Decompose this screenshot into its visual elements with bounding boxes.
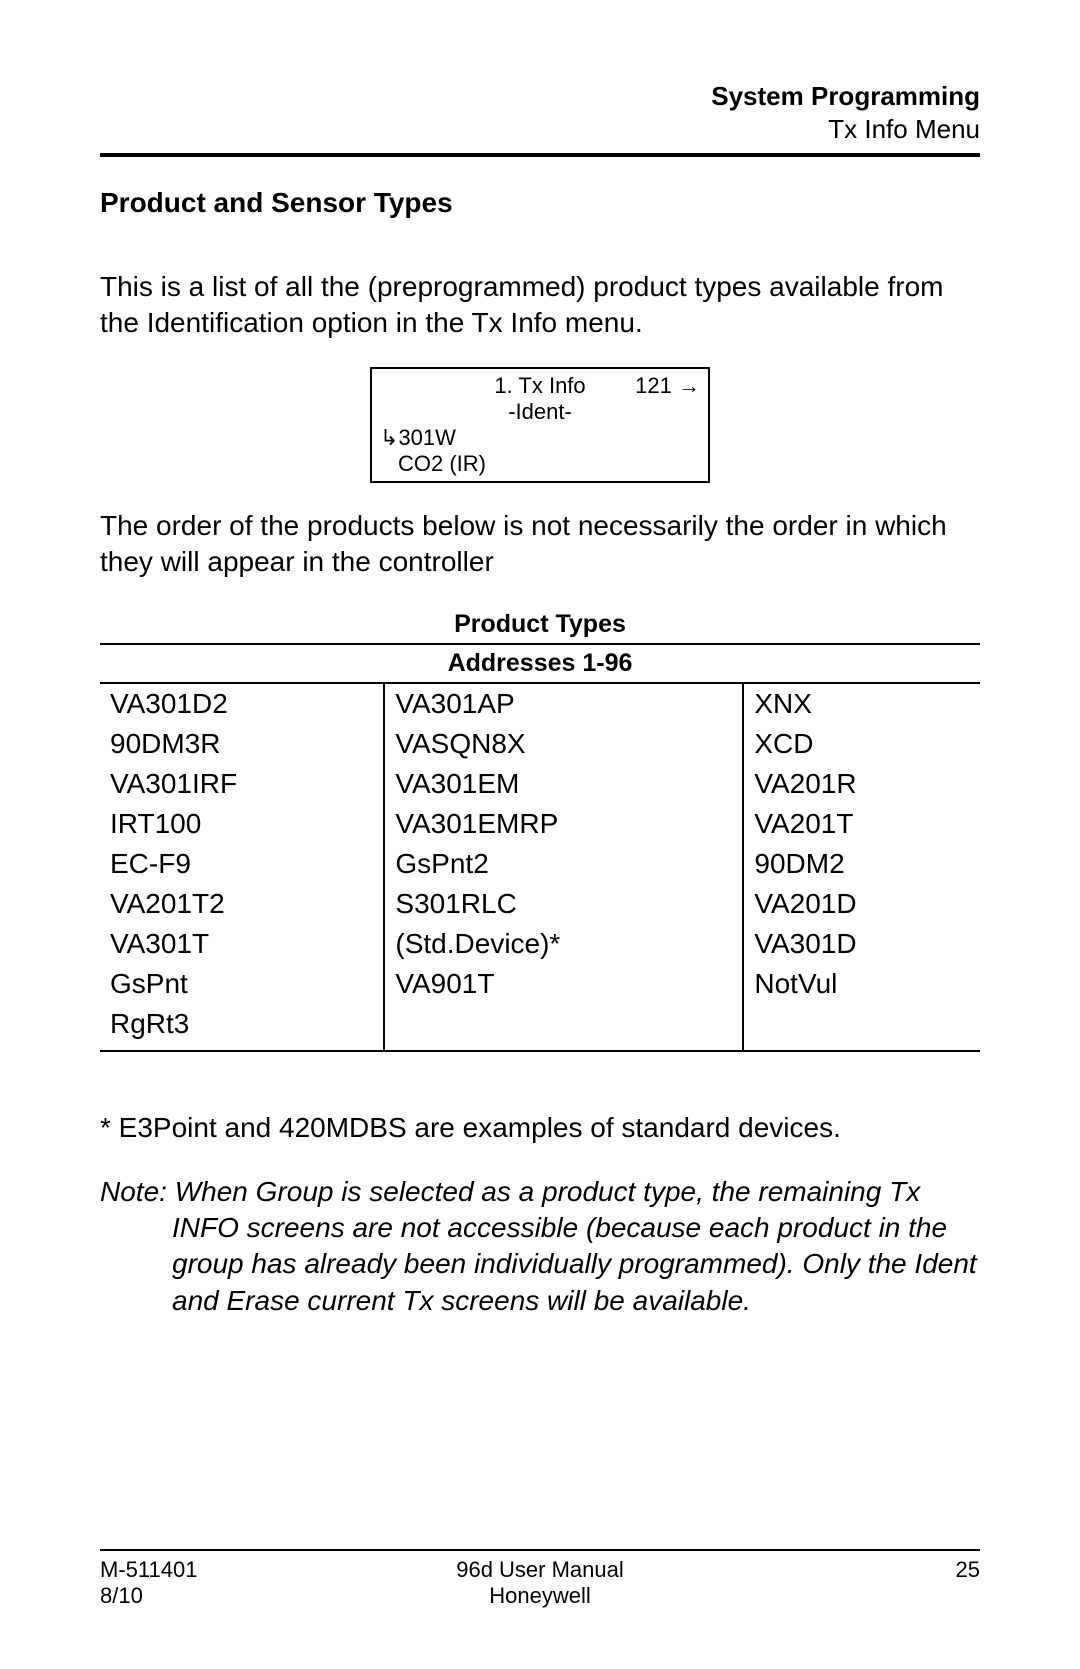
table-cell: GsPnt2 (384, 844, 743, 884)
table-cell: GsPnt (100, 964, 384, 1004)
table-subtitle: Addresses 1-96 (100, 644, 980, 683)
table-cell: XCD (743, 724, 980, 764)
table-cell: VA201D (743, 884, 980, 924)
footer-row-2: 8/10 Honeywell (100, 1583, 980, 1609)
table-cell (743, 1004, 980, 1051)
lcd-line1-right: 121 → (635, 373, 700, 399)
table-cell: VA301D (743, 924, 980, 964)
document-page: System Programming Tx Info Menu Product … (0, 0, 1080, 1669)
table-row: 90DM3R VASQN8X XCD (100, 724, 980, 764)
footer-left-2: 8/10 (100, 1583, 390, 1609)
lcd-line3-text: 301W (398, 425, 455, 450)
table-row: VA301IRF VA301EM VA201R (100, 764, 980, 804)
lcd-display-box: 1. Tx Info 121 → -Ident- ↳301W CO2 (IR) (370, 367, 710, 483)
header-rule (100, 153, 980, 157)
lcd-number: 121 (635, 373, 672, 398)
table-title: Product Types (100, 606, 980, 644)
footer-row-1: M-511401 96d User Manual 25 (100, 1557, 980, 1583)
note-first-line: When Group is selected as a product type… (175, 1176, 921, 1207)
table-cell: (Std.Device)* (384, 924, 743, 964)
enter-arrow-icon: ↳ (380, 425, 398, 450)
table-cell: VA901T (384, 964, 743, 1004)
header-section: System Programming (100, 80, 980, 113)
table-cell: VA301T (100, 924, 384, 964)
section-title: Product and Sensor Types (100, 187, 980, 219)
table-row: IRT100 VA301EMRP VA201T (100, 804, 980, 844)
footer-center-2: Honeywell (395, 1583, 685, 1609)
table-cell: XNX (743, 683, 980, 724)
table-cell: VA301IRF (100, 764, 384, 804)
table-cell: VA301AP (384, 683, 743, 724)
table-cell: VA201T (743, 804, 980, 844)
table-cell (384, 1004, 743, 1051)
table-cell: VA201R (743, 764, 980, 804)
table-cell: 90DM2 (743, 844, 980, 884)
table-cell: EC-F9 (100, 844, 384, 884)
table-row: GsPnt VA901T NotVul (100, 964, 980, 1004)
note-label: Note: (100, 1176, 167, 1207)
lcd-line-2: -Ident- (380, 399, 700, 425)
table-cell: 90DM3R (100, 724, 384, 764)
note-paragraph: Note: When Group is selected as a produc… (100, 1174, 980, 1320)
table-cell: IRT100 (100, 804, 384, 844)
table-cell: VA201T2 (100, 884, 384, 924)
footer-center-1: 96d User Manual (395, 1557, 685, 1583)
table-row: VA201T2 S301RLC VA201D (100, 884, 980, 924)
table-cell: VA301EMRP (384, 804, 743, 844)
header-subsection: Tx Info Menu (100, 113, 980, 146)
lcd-line-1: 1. Tx Info 121 → (380, 373, 700, 399)
table-row: VA301D2 VA301AP XNX (100, 683, 980, 724)
footer-right-2 (690, 1583, 980, 1609)
lcd-line-4: CO2 (IR) (380, 451, 700, 477)
table-row: VA301T (Std.Device)* VA301D (100, 924, 980, 964)
table-cell: RgRt3 (100, 1004, 384, 1051)
intro-paragraph: This is a list of all the (preprogrammed… (100, 269, 980, 342)
footer-left-1: M-511401 (100, 1557, 390, 1583)
table-row: EC-F9 GsPnt2 90DM2 (100, 844, 980, 884)
page-header: System Programming Tx Info Menu (100, 80, 980, 145)
page-footer: M-511401 96d User Manual 25 8/10 Honeywe… (100, 1538, 980, 1609)
note-rest: INFO screens are not accessible (because… (100, 1210, 980, 1319)
table-row: RgRt3 (100, 1004, 980, 1051)
footer-page-number: 25 (690, 1557, 980, 1583)
footer-rule (100, 1549, 980, 1551)
order-paragraph: The order of the products below is not n… (100, 508, 980, 581)
table-cell: VA301D2 (100, 683, 384, 724)
table-cell: VA301EM (384, 764, 743, 804)
footnote-text: * E3Point and 420MDBS are examples of st… (100, 1112, 980, 1144)
product-types-table: Product Types Addresses 1-96 VA301D2 VA3… (100, 606, 980, 1052)
table-cell: S301RLC (384, 884, 743, 924)
table-cell: NotVul (743, 964, 980, 1004)
lcd-line-3: ↳301W (380, 425, 700, 451)
table-cell: VASQN8X (384, 724, 743, 764)
lcd-line1-center: 1. Tx Info (494, 373, 585, 398)
arrow-right-icon: → (678, 373, 700, 399)
